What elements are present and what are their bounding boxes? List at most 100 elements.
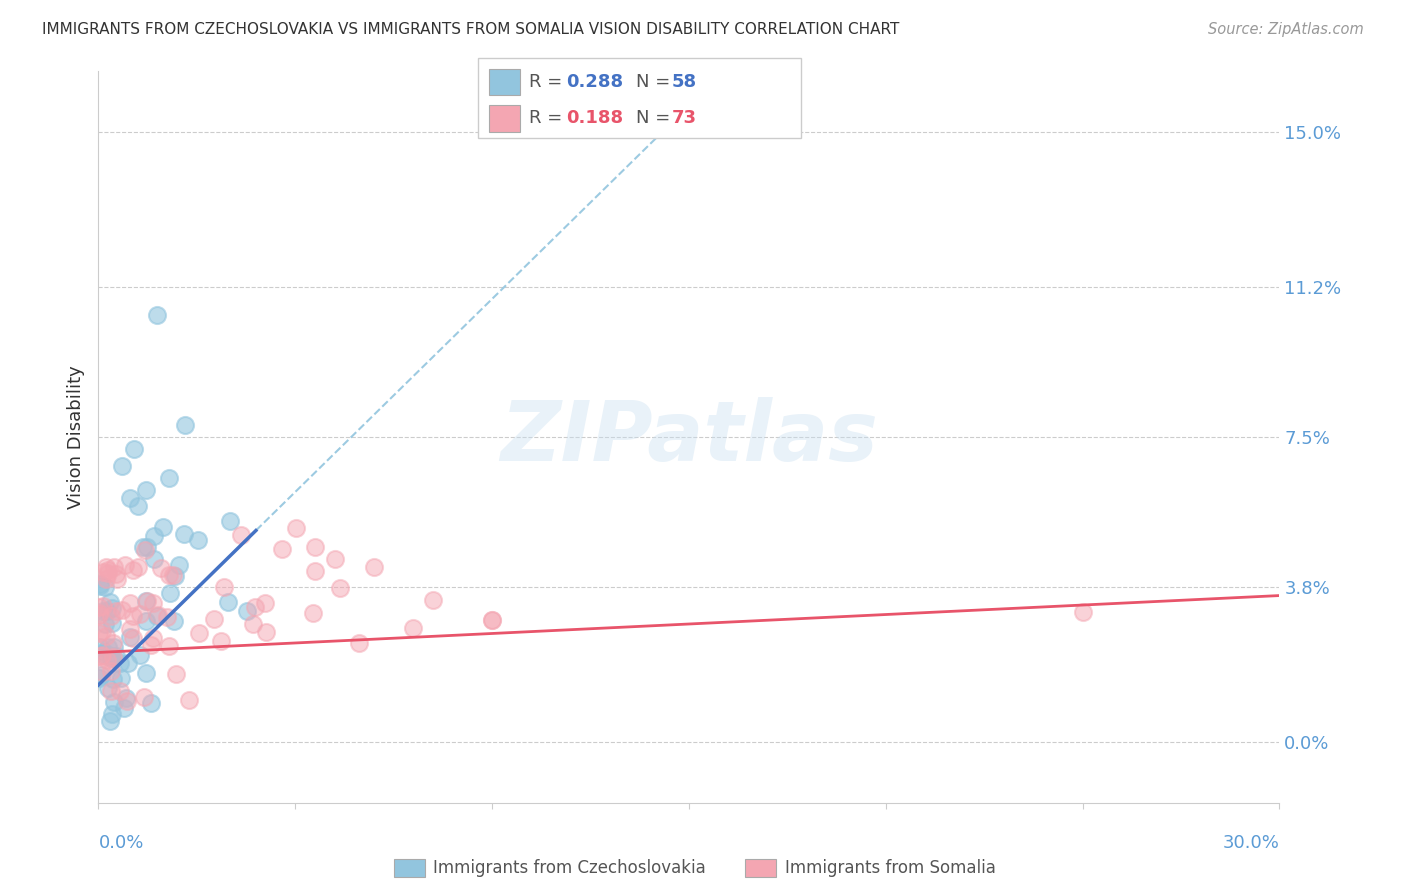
Point — [103, 560, 125, 574]
Point — [100, 650, 122, 665]
Point — [202, 612, 225, 626]
Point — [132, 540, 155, 554]
Point — [108, 656, 131, 670]
Point — [1071, 605, 1094, 619]
Point — [146, 308, 169, 322]
Point — [90, 665, 112, 679]
Text: R =: R = — [529, 73, 568, 91]
Point — [93, 645, 115, 659]
Point — [90, 668, 112, 682]
Point — [136, 541, 159, 555]
Text: Immigrants from Czechoslovakia: Immigrants from Czechoslovakia — [433, 859, 706, 877]
Point — [89, 606, 111, 620]
Point — [91, 624, 114, 639]
Text: 0.188: 0.188 — [567, 109, 624, 128]
Point — [89, 577, 111, 591]
Text: 0.0%: 0.0% — [98, 834, 143, 852]
Point — [94, 629, 117, 643]
Point — [110, 603, 132, 617]
Point — [96, 653, 118, 667]
Point — [127, 499, 149, 513]
Point — [115, 694, 138, 708]
Point — [101, 649, 124, 664]
Point — [136, 594, 159, 608]
Point — [110, 671, 132, 685]
Point — [98, 595, 121, 609]
Point — [103, 640, 125, 654]
Text: N =: N = — [636, 109, 675, 128]
Point — [323, 552, 346, 566]
Point — [117, 656, 139, 670]
Point — [100, 684, 122, 698]
Point — [254, 596, 277, 610]
Point — [174, 417, 197, 432]
Point — [97, 681, 120, 695]
Point — [110, 683, 132, 698]
Point — [91, 599, 114, 613]
Text: Immigrants from Somalia: Immigrants from Somalia — [785, 859, 995, 877]
Point — [165, 569, 187, 583]
Point — [97, 563, 120, 577]
Point — [103, 636, 125, 650]
Point — [157, 640, 180, 654]
Point — [128, 607, 150, 622]
Point — [101, 672, 124, 686]
Text: R =: R = — [529, 109, 568, 128]
Text: 0.288: 0.288 — [567, 73, 624, 91]
Point — [143, 551, 166, 566]
Text: Source: ZipAtlas.com: Source: ZipAtlas.com — [1208, 22, 1364, 37]
Point — [120, 630, 142, 644]
Point — [271, 541, 294, 556]
Point — [118, 491, 141, 505]
Point — [132, 690, 155, 704]
Point — [135, 483, 157, 497]
Point — [105, 566, 128, 581]
Point — [91, 604, 114, 618]
Point — [242, 617, 264, 632]
Point — [112, 701, 135, 715]
Point — [122, 631, 145, 645]
Point — [150, 561, 173, 575]
Point — [142, 529, 165, 543]
Point — [97, 640, 120, 655]
Point — [90, 648, 112, 663]
Point — [89, 626, 111, 640]
Text: 73: 73 — [672, 109, 697, 128]
Point — [121, 563, 143, 577]
Point — [302, 606, 325, 620]
Point — [155, 609, 177, 624]
Point — [105, 648, 128, 663]
Point — [101, 706, 124, 721]
Point — [157, 567, 180, 582]
Point — [139, 696, 162, 710]
Point — [128, 648, 150, 662]
Point — [94, 580, 117, 594]
Point — [219, 514, 242, 528]
Point — [114, 558, 136, 572]
Point — [97, 566, 120, 581]
Point — [105, 572, 128, 586]
Point — [89, 599, 111, 614]
Point — [212, 580, 235, 594]
Point — [187, 626, 209, 640]
Point — [118, 596, 141, 610]
Point — [284, 521, 307, 535]
Point — [422, 592, 444, 607]
Point — [135, 594, 157, 608]
Point — [127, 559, 149, 574]
Point — [142, 631, 165, 645]
Point — [96, 604, 118, 618]
Point — [167, 558, 190, 572]
Point — [134, 542, 156, 557]
Point — [100, 609, 122, 624]
Point — [159, 586, 181, 600]
Point — [146, 609, 169, 624]
Point — [152, 520, 174, 534]
Point — [89, 579, 111, 593]
Point — [96, 572, 118, 586]
Point — [146, 608, 169, 623]
Point — [363, 560, 385, 574]
Point — [93, 617, 115, 632]
Point — [235, 605, 257, 619]
Point — [157, 471, 180, 485]
